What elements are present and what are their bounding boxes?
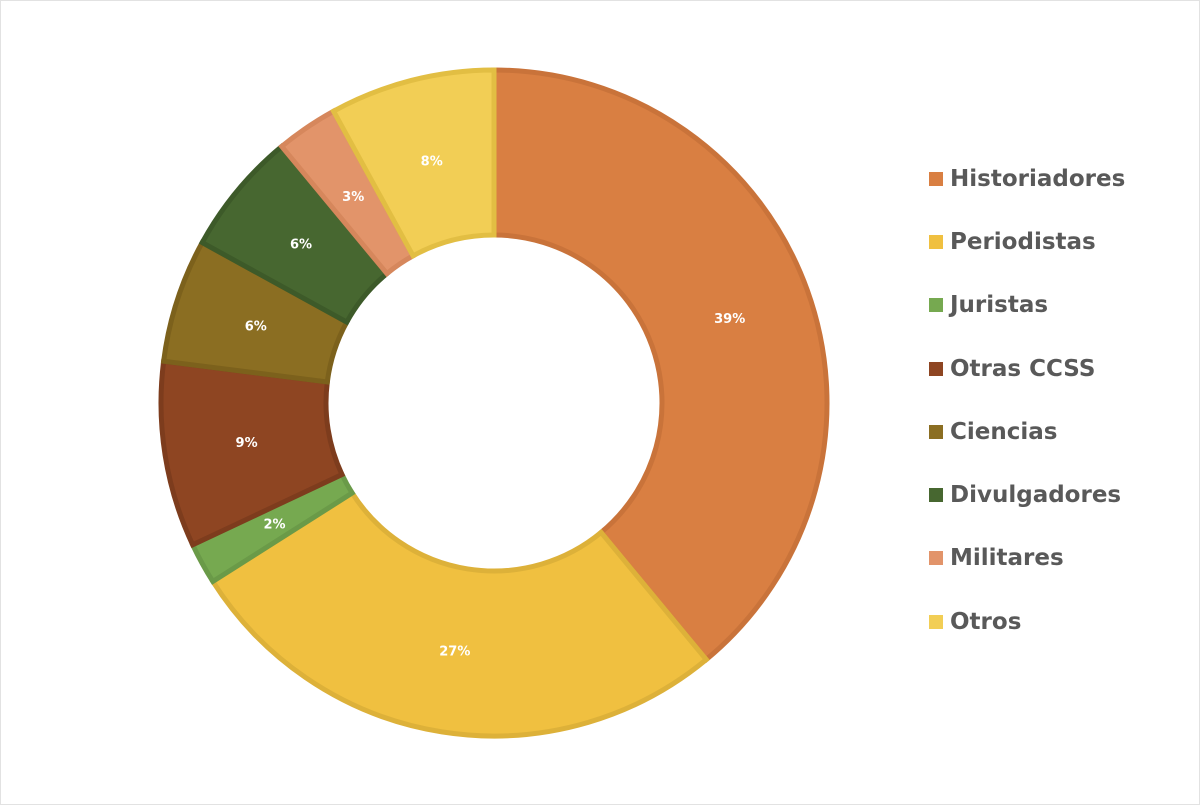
legend-label: Otros <box>950 608 1022 635</box>
legend-swatch <box>929 234 943 249</box>
slice-periodistas <box>209 489 710 739</box>
chart-legend: Historiadores Periodistas Juristas Otras… <box>929 147 1189 653</box>
slice-otros <box>330 67 497 260</box>
legend-label: Militares <box>950 545 1064 572</box>
legend-swatch <box>929 361 943 376</box>
data-label-divulgadores: 6% <box>290 237 312 252</box>
legend-label: Periodistas <box>950 228 1096 255</box>
legend-swatch <box>929 171 943 186</box>
legend-item-otras-ccss: Otras CCSS <box>929 337 1189 400</box>
donut-data-labels: 39% 27% 2% 9% 6% 6% 3% 8% <box>236 154 746 659</box>
data-label-juristas: 2% <box>263 518 285 533</box>
legend-item-ciencias: Ciencias <box>929 400 1189 463</box>
legend-label: Otras CCSS <box>950 355 1096 382</box>
data-label-otros: 8% <box>421 154 443 169</box>
legend-swatch <box>929 424 943 439</box>
legend-swatch <box>929 614 943 629</box>
legend-label: Divulgadores <box>950 482 1122 509</box>
legend-item-divulgadores: Divulgadores <box>929 463 1189 526</box>
legend-swatch <box>929 298 943 313</box>
legend-swatch <box>929 488 943 503</box>
legend-item-otros: Otros <box>929 590 1189 653</box>
legend-label: Ciencias <box>950 418 1058 445</box>
data-label-periodistas: 27% <box>439 644 470 659</box>
legend-label: Juristas <box>950 292 1049 319</box>
data-label-historiadores: 39% <box>714 312 745 327</box>
donut-slices <box>158 67 830 739</box>
data-label-ciencias: 6% <box>245 320 267 335</box>
legend-item-juristas: Juristas <box>929 274 1189 337</box>
data-label-otras-ccss: 9% <box>236 436 258 451</box>
legend-item-militares: Militares <box>929 527 1189 590</box>
legend-item-historiadores: Historiadores <box>929 147 1189 210</box>
legend-item-periodistas: Periodistas <box>929 210 1189 273</box>
data-label-militares: 3% <box>342 190 364 205</box>
slice-historiadores <box>491 67 830 664</box>
legend-label: Historiadores <box>950 165 1126 192</box>
legend-swatch <box>929 551 943 566</box>
